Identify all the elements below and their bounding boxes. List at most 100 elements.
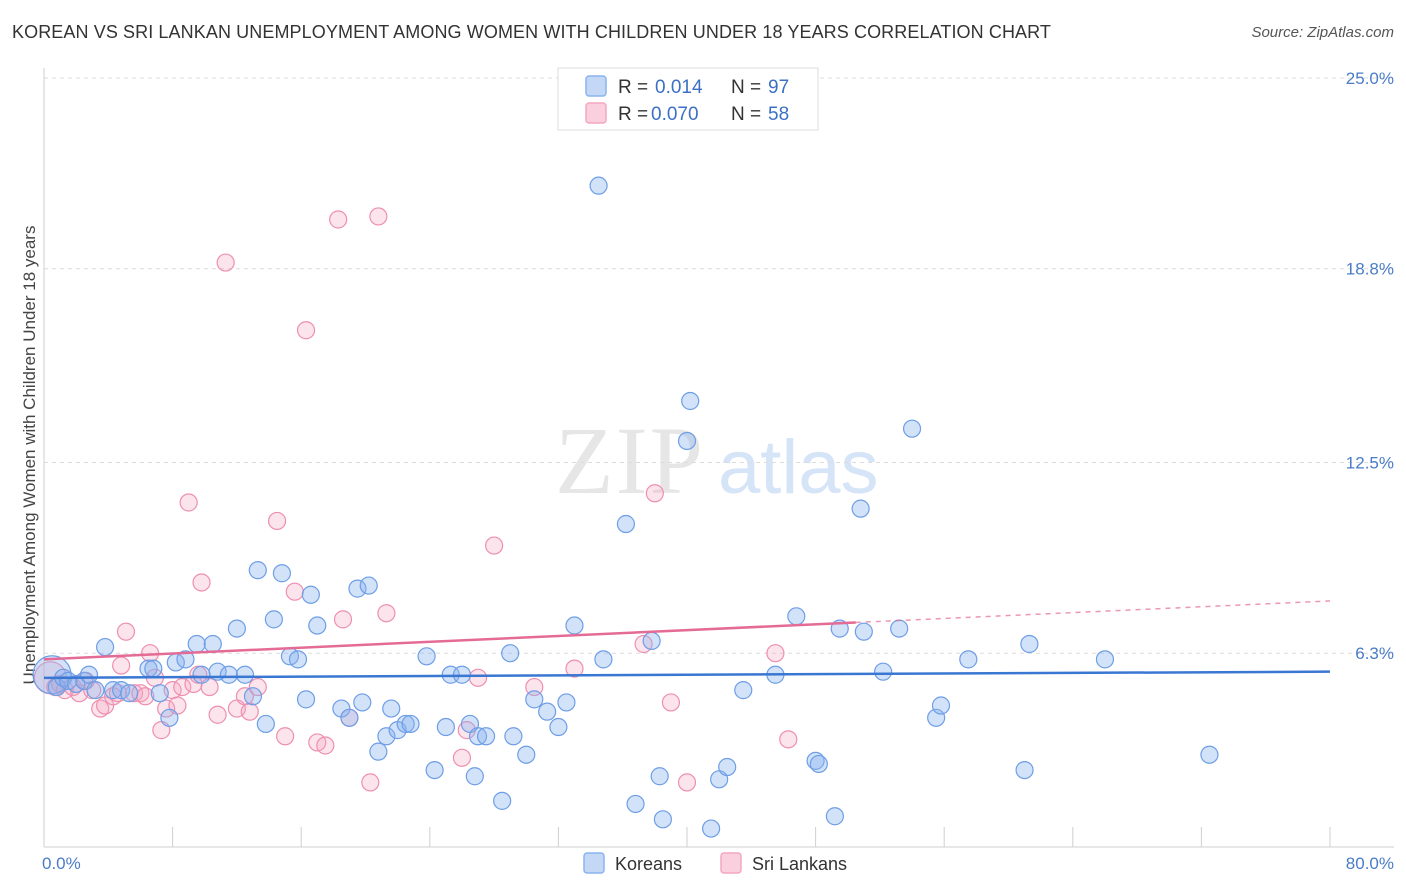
legend: R = 0.014 N = 97 R = 0.070 N = 58 bbox=[557, 67, 819, 131]
korean-point-90 bbox=[959, 650, 978, 669]
korean-point-62 bbox=[557, 693, 576, 712]
sri-lankan-point-34 bbox=[248, 677, 267, 697]
legend-n-koreans: 97 bbox=[768, 77, 789, 98]
korean-point-18 bbox=[187, 634, 206, 654]
chart-source: Source: ZipAtlas.com bbox=[1251, 24, 1394, 41]
legend-r-koreans: 0.014 bbox=[655, 77, 703, 98]
sri-lankan-point-46 bbox=[377, 604, 396, 623]
korean-point-47 bbox=[425, 760, 444, 780]
sri-lankan-point-8 bbox=[91, 699, 110, 718]
legend-n-sri-lankans: 58 bbox=[768, 104, 789, 125]
korean-point-41 bbox=[377, 727, 396, 746]
korean-point-68 bbox=[642, 631, 661, 651]
korean-point-8 bbox=[95, 637, 115, 657]
korean-point-73 bbox=[702, 819, 721, 838]
korean-point-58 bbox=[517, 745, 536, 764]
korean-point-57 bbox=[504, 727, 523, 746]
korean-point-79 bbox=[806, 751, 825, 770]
korean-point-27 bbox=[256, 714, 275, 734]
korean-point-87 bbox=[902, 419, 922, 438]
korean-point-11 bbox=[120, 684, 139, 703]
x-tick-labels: 0.0% 80.0% bbox=[42, 854, 1394, 873]
korean-point-92 bbox=[1020, 634, 1039, 654]
bottom-legend-swatch-sri-lankans bbox=[720, 852, 742, 874]
y-tick-1: 12.5% bbox=[1346, 454, 1394, 473]
korean-point-19 bbox=[192, 665, 211, 684]
korean-point-69 bbox=[650, 767, 669, 786]
korean-point-91 bbox=[1015, 760, 1034, 780]
korean-point-48 bbox=[436, 717, 455, 737]
korean-point-71 bbox=[677, 431, 697, 451]
sri-lankan-point-12 bbox=[112, 656, 131, 675]
korean-point-34 bbox=[308, 616, 327, 635]
legend-r-sri-lankans: 0.070 bbox=[651, 104, 699, 125]
legend-r-label-koreans: R = bbox=[618, 77, 648, 98]
trend-line-dashed-1 bbox=[855, 600, 1331, 624]
korean-point-40 bbox=[369, 742, 388, 761]
sri-lankan-point-27 bbox=[192, 573, 211, 592]
bottom-legend-swatch-koreans bbox=[583, 852, 605, 874]
korean-point-42 bbox=[382, 699, 401, 718]
korean-point-26 bbox=[248, 561, 267, 580]
trend-line-0 bbox=[43, 670, 1331, 680]
korean-point-38 bbox=[353, 693, 372, 712]
y-tick-0: 6.3% bbox=[1355, 644, 1394, 663]
watermark-atlas: atlas bbox=[718, 425, 879, 510]
y-tick-3: 25.0% bbox=[1346, 69, 1394, 88]
korean-point-93 bbox=[1095, 650, 1115, 669]
korean-point-45 bbox=[401, 714, 420, 734]
watermark-zip: ZIP bbox=[555, 407, 705, 514]
korean-point-83 bbox=[851, 499, 870, 518]
sri-lankan-point-35 bbox=[267, 511, 287, 531]
trend-lines bbox=[43, 600, 1331, 680]
sri-lankan-point-37 bbox=[285, 582, 304, 601]
korean-point-37 bbox=[348, 579, 367, 598]
korean-point-54 bbox=[476, 727, 496, 746]
bottom-legend-koreans: Koreans bbox=[615, 854, 682, 874]
korean-point-7 bbox=[86, 681, 105, 700]
sri-lankan-point-51 bbox=[525, 677, 544, 697]
sri-lankan-point-36 bbox=[276, 727, 295, 746]
sri-lankan-point-58 bbox=[779, 730, 798, 749]
sri-lankan-point-52 bbox=[565, 659, 584, 678]
korean-point-55 bbox=[493, 791, 512, 810]
sri-lankan-point-56 bbox=[677, 773, 697, 792]
korean-point-60 bbox=[538, 702, 557, 721]
korean-point-63 bbox=[565, 616, 584, 635]
korean-point-78 bbox=[787, 607, 806, 626]
sri-lankan-point-29 bbox=[208, 705, 227, 724]
korean-point-6 bbox=[79, 665, 99, 684]
korean-point-36 bbox=[340, 708, 359, 727]
korean-point-28 bbox=[264, 610, 283, 629]
sri-lankan-point-44 bbox=[361, 773, 380, 792]
korean-point-67 bbox=[626, 794, 645, 814]
korean-point-32 bbox=[296, 690, 316, 709]
korean-point-85 bbox=[874, 662, 893, 681]
sri-lankan-point-54 bbox=[645, 484, 664, 503]
korean-point-25 bbox=[243, 687, 263, 706]
korean-point-56 bbox=[501, 644, 520, 663]
trend-line-1 bbox=[43, 621, 856, 661]
sri-lankan-point-45 bbox=[369, 207, 388, 226]
legend-swatch-koreans bbox=[585, 75, 607, 97]
korean-point-89 bbox=[931, 696, 951, 715]
sri-lankan-point-49 bbox=[468, 668, 488, 687]
korean-point-75 bbox=[718, 757, 737, 777]
sri-lankan-point-38 bbox=[296, 321, 316, 340]
korean-point-61 bbox=[549, 717, 568, 737]
korean-point-76 bbox=[734, 681, 753, 700]
chart-title: KOREAN VS SRI LANKAN UNEMPLOYMENT AMONG … bbox=[12, 22, 1052, 42]
legend-n-label-koreans: N = bbox=[731, 77, 761, 98]
legend-n-label-sri-lankans: N = bbox=[731, 104, 761, 125]
koreans-points bbox=[32, 176, 1219, 838]
korean-point-39 bbox=[359, 576, 378, 595]
korean-point-65 bbox=[594, 650, 613, 669]
korean-point-13 bbox=[144, 659, 163, 678]
sri-lankan-point-23 bbox=[173, 677, 192, 697]
korean-point-84 bbox=[854, 622, 873, 641]
sri-lankan-point-47 bbox=[452, 748, 472, 767]
legend-swatch-sri-lankans bbox=[585, 102, 607, 124]
legend-r-label-sri-lankans: R = bbox=[618, 104, 648, 125]
sri-lankan-point-33 bbox=[240, 702, 259, 721]
